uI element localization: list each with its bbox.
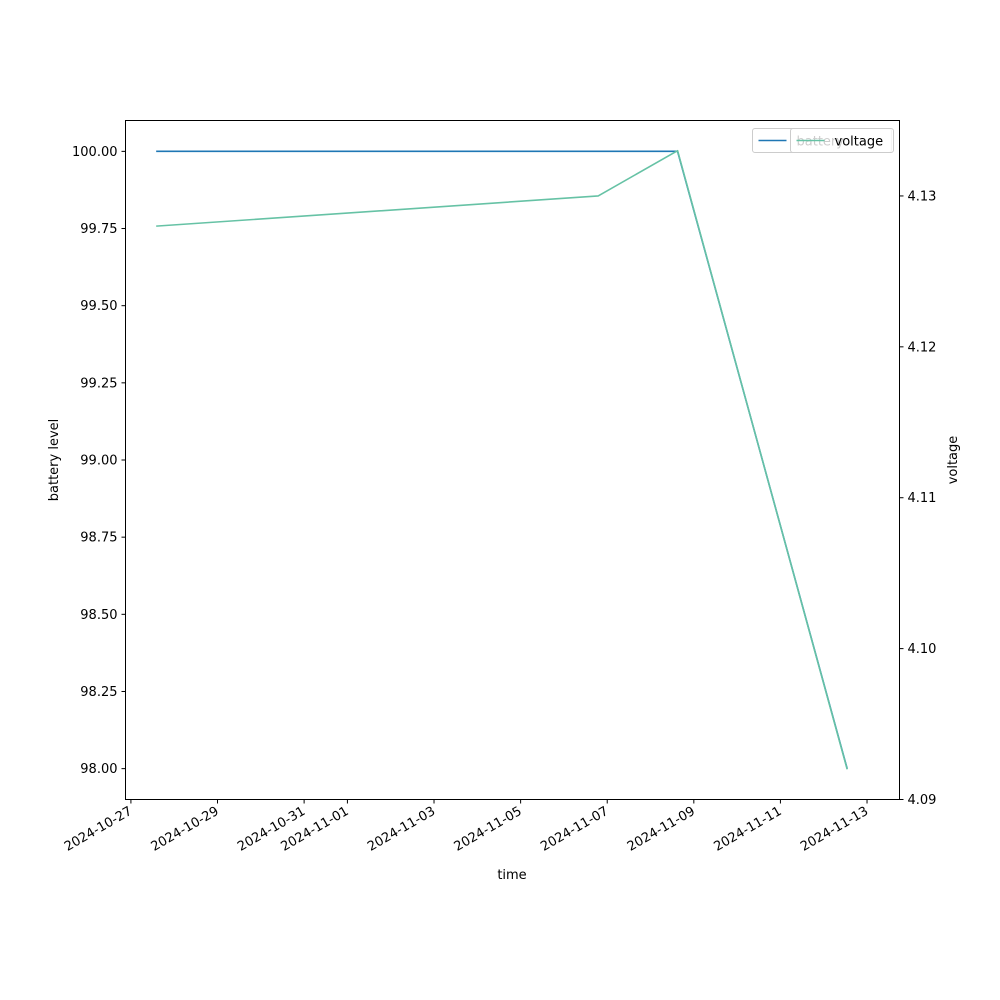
right-y-tick-label: 4.11: [908, 491, 937, 506]
left-y-tick-label: 98.00: [80, 762, 117, 777]
left-y-tick-label: 99.00: [80, 454, 117, 469]
left-y-tick-label: 98.75: [80, 531, 117, 546]
x-tick-label: 2024-11-09: [625, 804, 698, 855]
right-y-tick-label: 4.13: [908, 189, 937, 204]
x-tick-label: 2024-10-27: [62, 804, 135, 855]
x-axis-label: time: [497, 868, 526, 883]
series-line-voltage: [156, 149, 848, 770]
left-y-tick-label: 99.75: [80, 222, 117, 237]
right-y-tick-label: 4.12: [908, 340, 937, 355]
right-y-tick-label: 4.09: [908, 793, 937, 808]
x-tick-label: 2024-11-03: [365, 804, 438, 855]
left-y-axis-label: battery level: [47, 419, 62, 502]
x-tick-label: 2024-11-05: [452, 804, 525, 855]
plot-frame: [125, 120, 900, 800]
x-axis: 2024-10-27 2024-10-29 2024-10-312024-11-01…: [62, 799, 871, 855]
right-y-axis-label: voltage: [946, 436, 961, 485]
left-y-tick-label: 98.25: [80, 685, 117, 700]
series-layer: [156, 149, 848, 770]
left-y-tick-label: 100.00: [72, 145, 118, 160]
right-y-axis: 4.09 4.10 4.11 4.12 4.13: [899, 189, 937, 808]
left-y-tick-label: 99.50: [80, 299, 117, 314]
legend-layer: batteryvoltage: [752, 128, 894, 153]
legend-box: [790, 128, 894, 153]
legend-label-voltage: voltage: [835, 135, 884, 150]
left-y-tick-label: 99.25: [80, 376, 117, 391]
left-y-tick-label: 98.50: [80, 608, 117, 623]
x-tick-label: 2024-11-13: [798, 804, 871, 855]
x-tick-label: 2024-11-11: [711, 804, 784, 855]
left-y-axis: 98.00 98.25 98.50 98.75 99.00 99.25 99.50 99.75…: [72, 145, 126, 777]
series-line-battery: [156, 150, 848, 769]
x-tick-label: 2024-11-07: [538, 804, 611, 855]
x-tick-label: 2024-10-29: [149, 804, 222, 855]
right-y-tick-label: 4.10: [908, 642, 937, 657]
